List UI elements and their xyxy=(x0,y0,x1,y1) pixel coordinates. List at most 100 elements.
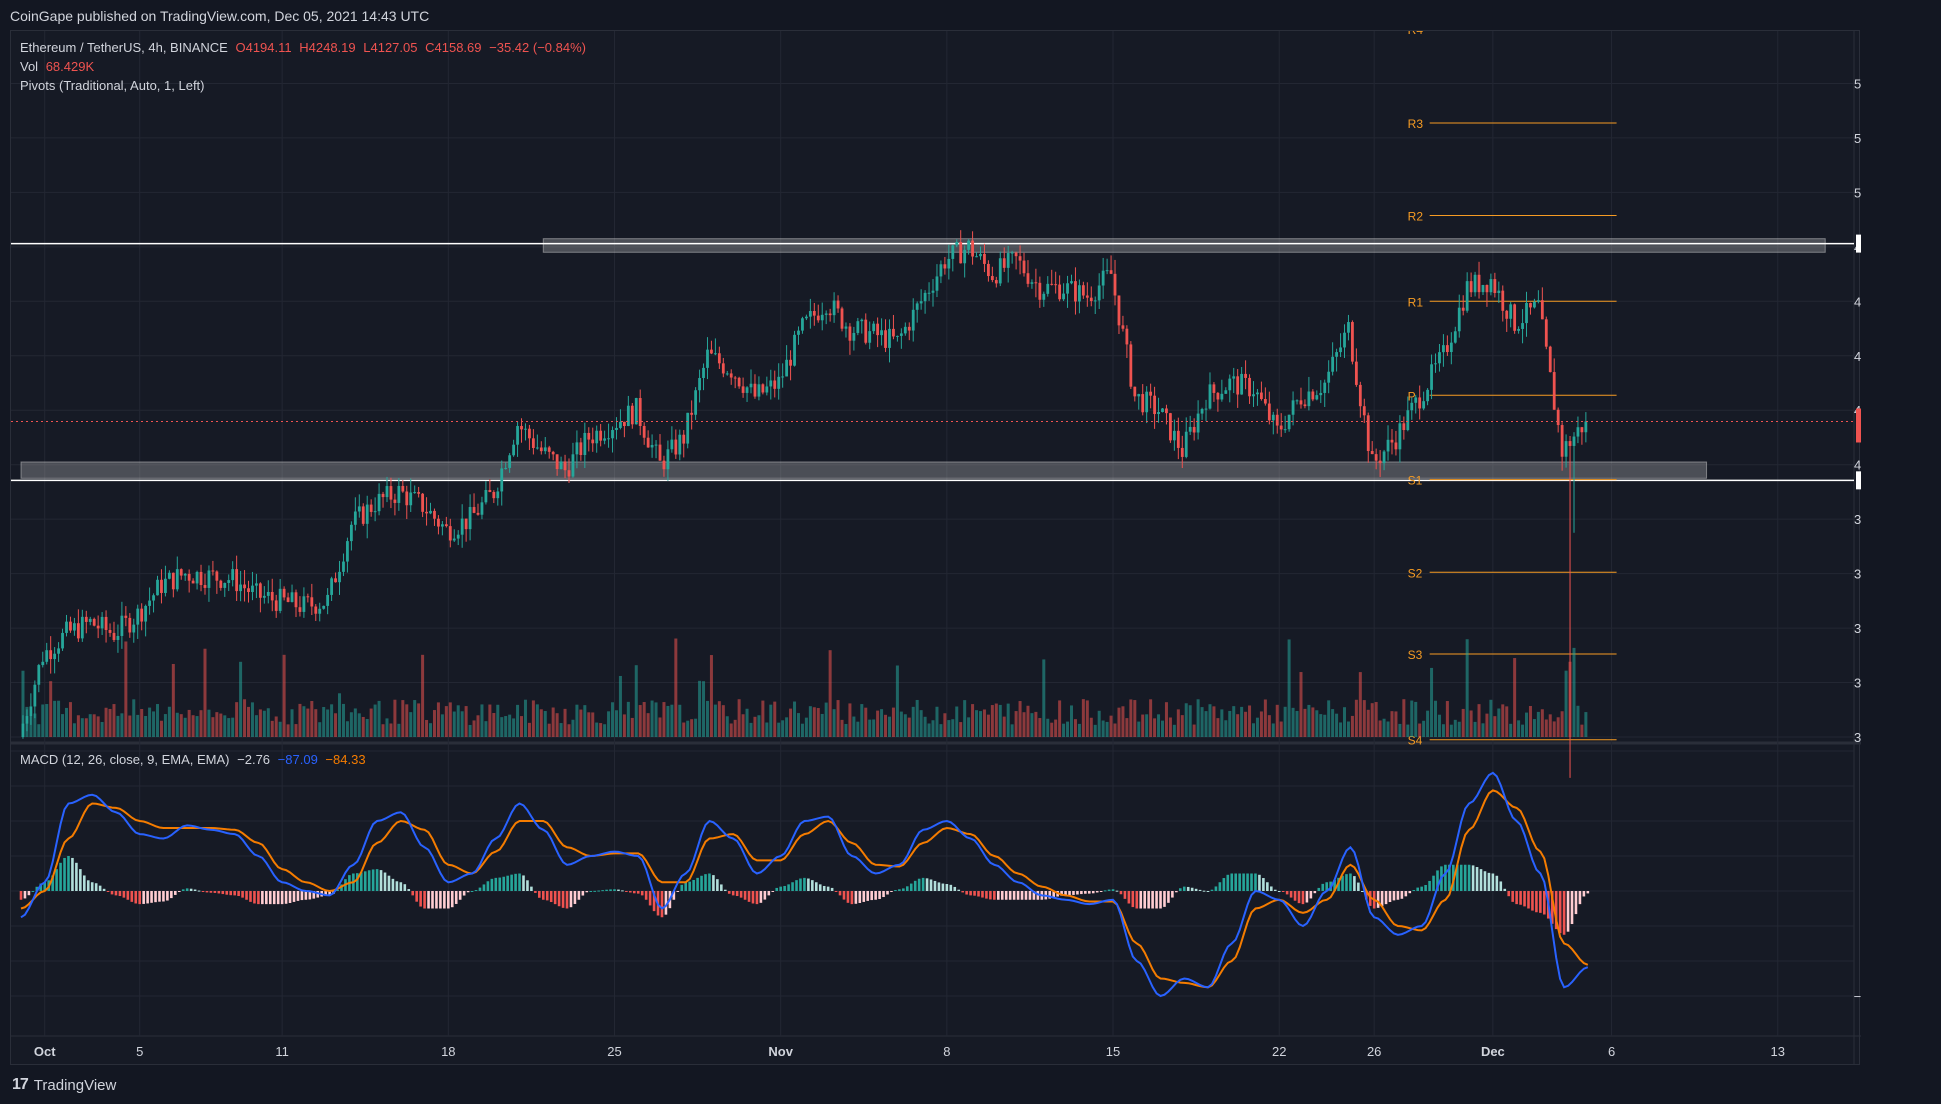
candle-body xyxy=(1275,414,1279,426)
macd-histogram-bar xyxy=(1242,873,1245,891)
macd-histogram-bar xyxy=(31,891,35,892)
macd-histogram-bar xyxy=(110,891,114,895)
macd-histogram-bar xyxy=(1578,891,1582,905)
candle-body xyxy=(793,334,796,366)
volume-bar xyxy=(167,706,171,737)
volume-bar xyxy=(1580,724,1584,737)
candle-body xyxy=(848,326,852,341)
price-tick-label: 5200.00 xyxy=(1854,131,1861,146)
macd-histogram-bar xyxy=(1024,891,1028,900)
chart-canvas[interactable]: 3000.00 3200.00 3400.00 3600.00 3800.00 4000.… xyxy=(11,31,1861,1066)
macd-histogram-bar xyxy=(621,890,624,892)
volume-bar xyxy=(1315,710,1319,737)
macd-histogram-bar xyxy=(1305,891,1309,903)
macd-histogram-bar xyxy=(609,889,612,891)
candle-body xyxy=(1267,403,1271,421)
macd-histogram-bar xyxy=(1357,882,1360,891)
volume-bar xyxy=(773,701,777,737)
macd-histogram-bar xyxy=(1527,891,1530,909)
candle-body xyxy=(971,240,974,257)
macd-histogram-bar xyxy=(427,891,430,909)
volume-bar xyxy=(484,721,488,737)
candle-body xyxy=(1521,323,1524,329)
macd-title: MACD (12, 26, close, 9, EMA, EMA) xyxy=(20,752,230,767)
candle-body xyxy=(737,377,741,387)
pivot-label: S2 xyxy=(1408,566,1423,580)
time-tick-label: 26 xyxy=(1367,1044,1381,1059)
macd-histogram-bar xyxy=(759,891,763,903)
candle-body xyxy=(401,485,405,492)
volume-bar xyxy=(1022,712,1026,737)
macd-histogram-bar xyxy=(783,885,786,891)
candle-body xyxy=(1382,451,1386,464)
chart-pane[interactable]: 3000.00 3200.00 3400.00 3600.00 3800.00 4000.… xyxy=(10,30,1861,1066)
macd-histogram-bar xyxy=(253,891,256,904)
volume-bar xyxy=(1323,714,1327,737)
macd-histogram-bar xyxy=(830,887,834,891)
macd-histogram-bar xyxy=(1432,875,1435,891)
candle-body xyxy=(896,335,899,337)
macd-histogram-bar xyxy=(114,891,118,896)
candle-body xyxy=(156,579,159,596)
macd-histogram-bar xyxy=(803,877,806,891)
macd-signal-line xyxy=(20,789,1589,989)
candle-body xyxy=(781,376,785,378)
volume-bar xyxy=(488,704,492,737)
macd-histogram-bar xyxy=(898,889,901,891)
macd-histogram-bar xyxy=(1361,891,1364,892)
volume-bar xyxy=(417,703,421,737)
volume-bar xyxy=(104,707,108,737)
macd-histogram-bar xyxy=(1080,891,1083,895)
volume-bar xyxy=(1073,719,1077,737)
tradingview-brand: TradingView xyxy=(33,1076,117,1094)
candle-body xyxy=(1295,400,1299,402)
macd-histogram-bar xyxy=(284,891,288,904)
candle-body xyxy=(349,524,353,542)
macd-histogram-bar xyxy=(450,891,454,908)
volume-bar xyxy=(195,716,199,737)
volume-bar xyxy=(1418,723,1422,737)
tradingview-logo[interactable]: 17 TradingView xyxy=(12,1076,116,1094)
macd-histogram-bar xyxy=(1408,891,1412,894)
macd-histogram-bar xyxy=(981,891,984,898)
volume-bar xyxy=(1066,721,1070,737)
candle-body xyxy=(528,428,531,439)
macd-histogram-bar xyxy=(1463,864,1467,891)
macd-histogram-bar xyxy=(83,875,86,891)
volume-bar xyxy=(1481,723,1485,737)
candle-body xyxy=(686,412,690,444)
macd-histogram-bar xyxy=(98,885,102,891)
candle-body xyxy=(247,588,250,593)
macd-histogram-bar xyxy=(660,891,664,918)
candle-body xyxy=(100,616,104,629)
volume-bar xyxy=(385,718,389,737)
volume-bar xyxy=(571,719,575,737)
candle-body xyxy=(630,405,634,425)
macd-histogram-bar xyxy=(233,891,236,896)
candle-body xyxy=(413,492,417,494)
volume-bar xyxy=(808,706,812,737)
macd-histogram-bar xyxy=(371,869,375,891)
ohlc-close: C4158.69 xyxy=(425,40,482,55)
macd-histogram-bar xyxy=(1289,891,1293,898)
macd-histogram-bar xyxy=(720,884,723,891)
macd-histogram-bar xyxy=(886,891,889,895)
candle-body xyxy=(29,706,33,717)
volume-bar xyxy=(254,715,258,737)
macd-histogram-bar xyxy=(581,891,585,896)
macd-histogram-bar xyxy=(1436,870,1439,891)
macd-histogram-bar xyxy=(150,891,153,903)
volume-bar xyxy=(1382,718,1386,737)
candle-body xyxy=(1042,293,1046,300)
volume-bar xyxy=(1453,719,1457,737)
macd-histogram-bar xyxy=(969,891,972,896)
macd-histogram-bar xyxy=(921,877,925,891)
volume-bar xyxy=(654,702,658,737)
macd-histogram-bar xyxy=(486,881,490,891)
candle-body xyxy=(1362,406,1366,416)
volume-bar xyxy=(349,712,353,737)
volume-bar xyxy=(1062,723,1066,737)
volume-bar xyxy=(761,700,765,737)
candle-body xyxy=(1026,273,1030,284)
volume-bar xyxy=(207,709,211,737)
